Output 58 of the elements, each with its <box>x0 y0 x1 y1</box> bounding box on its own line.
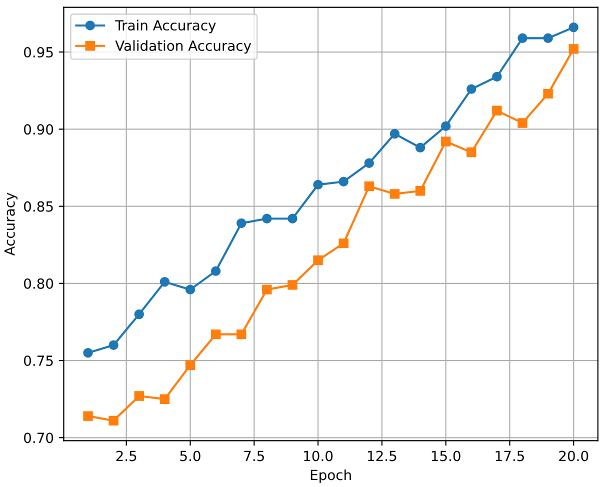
point <box>313 255 323 266</box>
point <box>288 214 298 224</box>
x-tick-label: 20.0 <box>559 450 588 462</box>
x-tick-label: 12.5 <box>368 450 396 462</box>
y-tick-label: 0.90 <box>24 124 54 135</box>
point <box>568 22 578 32</box>
point <box>492 106 502 116</box>
point <box>364 158 374 168</box>
point <box>364 181 374 192</box>
x-tick-label: 7.5 <box>244 450 264 462</box>
point <box>518 33 528 44</box>
point <box>262 284 272 294</box>
y-tick-label: 0.80 <box>24 278 54 289</box>
point <box>262 214 272 224</box>
point <box>415 142 426 153</box>
point <box>134 391 144 401</box>
x-axis-title: Epoch <box>310 469 351 483</box>
point <box>236 218 246 228</box>
y-tick-label: 0.75 <box>24 355 53 366</box>
x-tick-label: 2.5 <box>116 450 136 462</box>
point <box>543 88 553 99</box>
point <box>185 360 196 370</box>
point <box>210 329 221 340</box>
point <box>108 416 118 426</box>
y-tick-label: 0.70 <box>24 432 54 444</box>
point <box>568 44 578 54</box>
x-tick-label: 10.0 <box>304 450 333 462</box>
point <box>390 189 400 199</box>
point <box>160 394 170 404</box>
x-tick-label: 15.0 <box>432 450 460 462</box>
point <box>440 136 451 146</box>
y-axis-title: Accuracy <box>4 192 18 256</box>
point <box>236 329 246 340</box>
point <box>210 266 221 276</box>
legend-label: Train Accuracy <box>115 20 216 34</box>
legend-label: Validation Accuracy <box>115 40 252 54</box>
point <box>338 238 348 248</box>
x-tick-label: 17.5 <box>496 450 524 462</box>
point <box>108 340 118 350</box>
point <box>492 72 502 82</box>
y-tick-label: 0.85 <box>24 201 53 212</box>
point <box>185 284 196 294</box>
point <box>338 176 348 186</box>
point <box>440 121 451 131</box>
point <box>466 84 476 94</box>
point <box>313 180 323 190</box>
point <box>543 33 553 44</box>
point <box>518 118 528 128</box>
point <box>83 411 93 421</box>
point <box>134 309 144 320</box>
point <box>415 186 426 196</box>
point <box>83 348 93 358</box>
x-tick-label: 5.0 <box>180 450 200 462</box>
y-tick-label: 0.95 <box>24 47 53 58</box>
point <box>466 147 476 158</box>
point <box>160 277 170 287</box>
point <box>390 128 400 139</box>
point <box>288 280 298 290</box>
